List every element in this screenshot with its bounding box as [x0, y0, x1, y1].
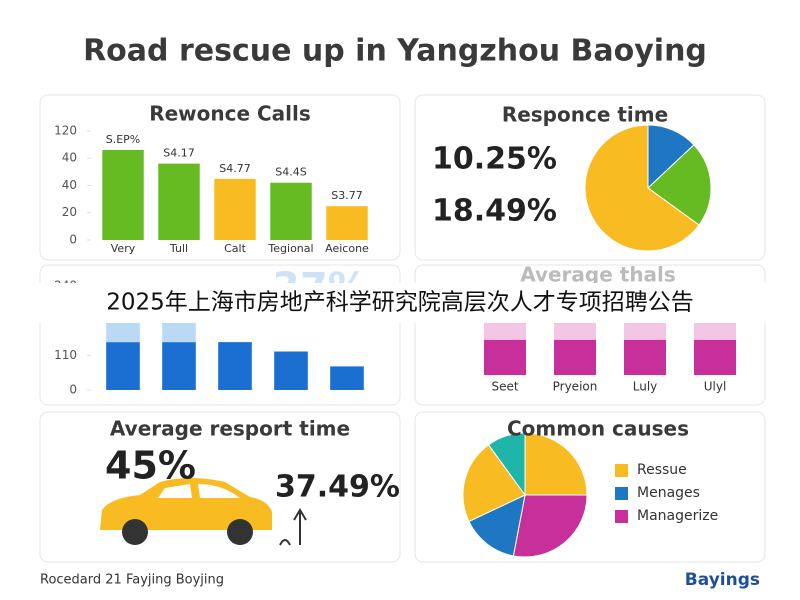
pie-slice: [462, 444, 526, 523]
legend-label: Menages: [637, 485, 700, 501]
panel: [414, 94, 766, 261]
overlay: 2025年上海市房地产科学研究院高层次人才专项招聘公告: [0, 283, 800, 323]
x-tick-label: Luly: [633, 380, 658, 394]
pie-slice: [512, 494, 588, 558]
pie-slice: [468, 494, 526, 557]
bar-segment: [330, 366, 364, 390]
chart-title: Average thals: [520, 263, 676, 287]
chart-title: Responce time: [502, 103, 668, 127]
footer-left: Rocedard 21 Fayjing Boyjing: [40, 573, 224, 588]
y-tick-label: 0: [69, 233, 77, 247]
bar-note: S.EP%: [106, 133, 141, 146]
pie-slice: [647, 144, 712, 226]
car-wheel: [122, 519, 148, 545]
legend-label: Ressue: [637, 462, 687, 478]
stat-value: 45%: [105, 444, 196, 488]
banner-bg: [0, 283, 800, 323]
legend-swatch: [615, 510, 628, 523]
bar: [270, 182, 312, 240]
x-tick-label: Very: [111, 242, 136, 255]
bar-segment: [106, 342, 140, 390]
pie-slice: [487, 432, 526, 497]
y-tick-label: 0: [69, 383, 77, 397]
bar-segment: [694, 339, 736, 375]
page-title: Road rescue up in Yangzhou Baoying: [83, 34, 707, 69]
x-tick-label: Tegional: [267, 242, 313, 255]
car-window: [158, 484, 240, 498]
panel: [39, 411, 401, 563]
x-tick-label: Ulyl: [704, 380, 727, 394]
panel: [39, 94, 401, 261]
bar-segment: [624, 339, 666, 375]
legend-swatch: [615, 487, 628, 500]
bar-segment: [554, 339, 596, 375]
pie-slice: [524, 432, 588, 496]
bar-segment: [162, 342, 196, 390]
stat-value: 18.49%: [432, 194, 557, 229]
arrow-icon: [279, 508, 307, 546]
panels: [39, 94, 766, 563]
bar-segment: [162, 321, 196, 343]
banner-text: 2025年上海市房地产科学研究院高层次人才专项招聘公告: [106, 290, 694, 316]
legend-swatch: [615, 464, 628, 477]
bar: [214, 178, 256, 240]
car-icon: [100, 478, 307, 546]
bar-segment: [484, 339, 526, 375]
stat-value: 37.49%: [275, 470, 400, 505]
chart-title: Average resport time: [110, 417, 350, 441]
panel: [414, 411, 766, 563]
bar: [326, 206, 368, 240]
x-tick-label: Tull: [169, 242, 188, 255]
y-tick-label: 110: [54, 348, 77, 362]
panel: [414, 264, 766, 406]
bar-segment: [274, 351, 308, 390]
bar-note: S3.77: [331, 189, 362, 202]
bar-segment: [218, 342, 252, 390]
pie-slice: [584, 124, 700, 252]
chart-title: Common causes: [507, 417, 689, 441]
bar-note: S4.4S: [275, 166, 306, 179]
car-wheel: [227, 519, 253, 545]
bar-note: S4.77: [219, 162, 250, 175]
chart-title: Rewonce Calls: [149, 102, 311, 126]
bar: [158, 163, 200, 240]
x-tick-label: Seet: [491, 380, 518, 394]
panel: [39, 264, 401, 406]
car-body: [100, 478, 272, 530]
y-tick-label: 20: [62, 205, 77, 219]
bar-note: S4.17: [163, 147, 194, 160]
y-tick-label: 120: [54, 123, 77, 137]
stat-value: 10.25%: [432, 142, 557, 177]
x-tick-label: Pryeion: [553, 380, 598, 394]
bar: [102, 150, 144, 240]
x-tick-label: Aeicone: [325, 242, 369, 255]
x-tick-label: Calt: [224, 242, 246, 255]
footer-right: Bayings: [685, 570, 760, 590]
legend-label: Managerize: [637, 508, 718, 524]
y-tick-label: 40: [62, 178, 77, 192]
y-tick-label: 40: [62, 151, 77, 165]
